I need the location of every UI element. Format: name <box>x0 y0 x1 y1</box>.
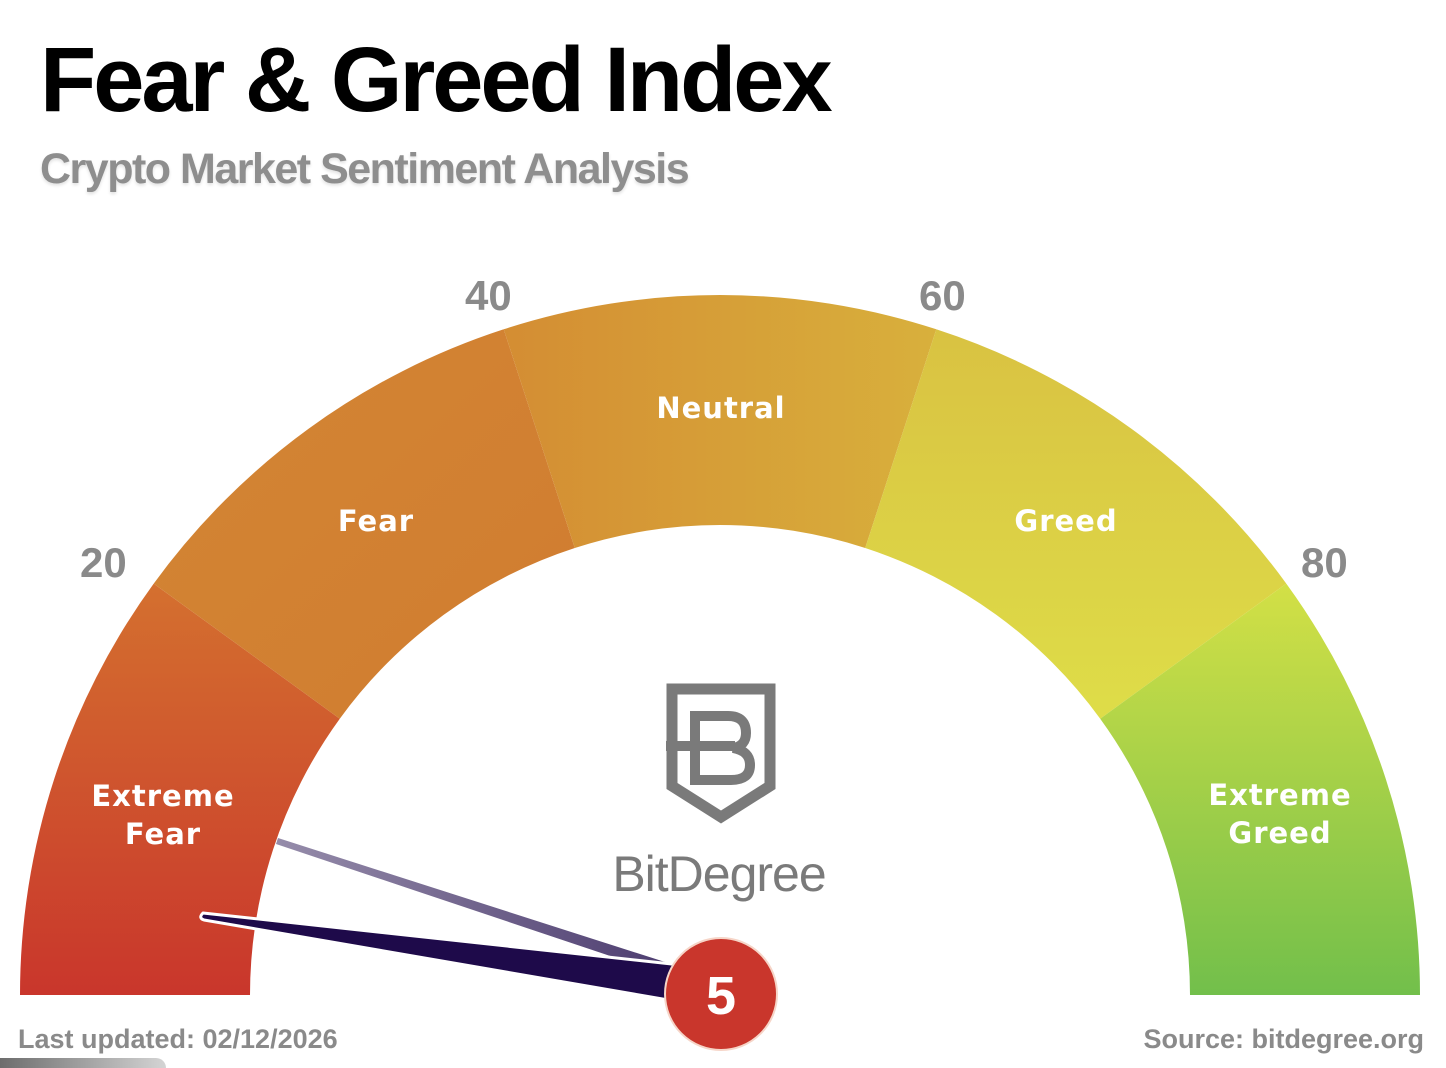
bitdegree-logo: BitDegree <box>612 683 827 902</box>
tick-20: 20 <box>80 539 127 586</box>
segment-greed <box>865 329 1287 719</box>
tick-40: 40 <box>465 272 512 319</box>
label-extreme-greed-line1: Extreme <box>1208 778 1351 812</box>
tick-labels: 20 40 60 80 <box>80 272 1348 586</box>
tick-60: 60 <box>919 272 966 319</box>
gauge-needle <box>199 838 692 1004</box>
gauge-segments <box>20 295 1420 995</box>
label-extreme-greed-line2: Greed <box>1228 816 1331 850</box>
source-credit: Source: bitdegree.org <box>1143 1024 1424 1054</box>
segment-extreme-fear <box>20 583 340 995</box>
segment-fear <box>153 329 575 719</box>
segment-extreme-greed <box>1100 583 1420 995</box>
value-text: 5 <box>706 966 736 1026</box>
page-subtitle: Crypto Market Sentiment Analysis <box>40 145 690 193</box>
bitdegree-shield-b-icon <box>666 683 776 824</box>
value-badge: 5 <box>664 937 778 1051</box>
last-updated: Last updated: 02/12/2026 <box>18 1024 338 1054</box>
brand-name: BitDegree <box>612 846 825 902</box>
segment-neutral <box>503 295 937 548</box>
label-extreme-fear-line1: Extreme <box>91 779 234 813</box>
label-extreme-fear-line2: Fear <box>125 817 201 851</box>
corner-decoration <box>0 1058 166 1068</box>
label-fear: Fear <box>338 504 414 538</box>
tick-80: 80 <box>1301 539 1348 586</box>
page-title: Fear & Greed Index <box>40 29 833 131</box>
label-neutral: Neutral <box>656 391 785 425</box>
label-greed: Greed <box>1014 504 1117 538</box>
segment-labels: Extreme Fear Fear Neutral Greed Extreme … <box>91 391 1351 851</box>
